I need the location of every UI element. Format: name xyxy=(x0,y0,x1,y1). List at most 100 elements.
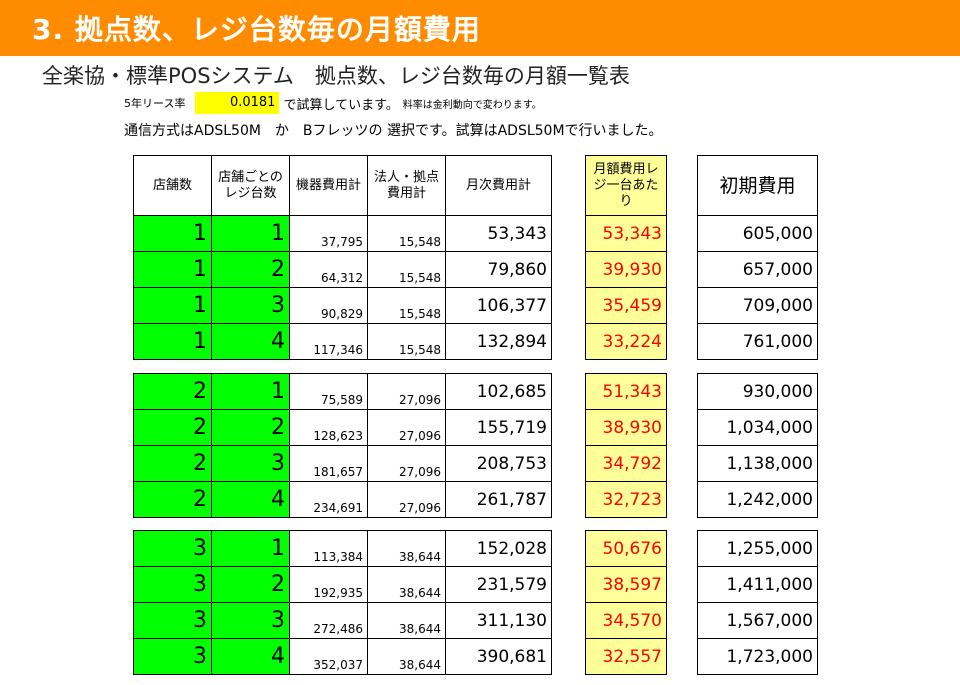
initial-cost-header: 初期費用 xyxy=(697,155,818,216)
slide-title: 3. 拠点数、レジ台数毎の月額費用 xyxy=(32,13,481,46)
initial-cost-cell: 1,723,000 xyxy=(697,638,818,675)
monthly-cell: 155,719 xyxy=(445,409,552,446)
group-3-table: 3 1 113,384 38,644 152,028 3 2 192,935 3… xyxy=(133,530,552,675)
monthly-cell: 208,753 xyxy=(445,445,552,482)
communication-note: 通信方式はADSL50M か Bフレッツの 選択です。試算はADSL50Mで行い… xyxy=(124,123,663,139)
equipment-cell: 272,486 xyxy=(289,602,368,639)
registers-cell: 4 xyxy=(211,481,290,518)
header-registers: 店舗ごとのレジ台数 xyxy=(211,155,290,216)
per-register-cell: 50,676 xyxy=(585,530,667,567)
group-3-per-register: 50,676 38,597 34,570 32,557 xyxy=(585,530,667,675)
main-table-header: 店舗数 店舗ごとのレジ台数 機器費用計 法人・拠点費用計 月次費用計 xyxy=(133,155,552,216)
table-row: 2 4 234,691 27,096 261,787 xyxy=(133,481,552,518)
stores-cell: 3 xyxy=(133,566,212,603)
equipment-cell: 113,384 xyxy=(289,530,368,567)
initial-cost-cell: 657,000 xyxy=(697,251,818,288)
table-row: 3 1 113,384 38,644 152,028 xyxy=(133,530,552,567)
table-row: 1 3 90,829 15,548 106,377 xyxy=(133,287,552,324)
group-1-table: 1 1 37,795 15,548 53,343 1 2 64,312 15,5… xyxy=(133,215,552,360)
stores-cell: 1 xyxy=(133,251,212,288)
monthly-cell: 79,860 xyxy=(445,251,552,288)
initial-cost-cell: 1,567,000 xyxy=(697,602,818,639)
stores-cell: 1 xyxy=(133,215,212,252)
initial-cost-cell: 761,000 xyxy=(697,323,818,360)
corporate-cell: 27,096 xyxy=(367,373,446,410)
corporate-cell: 27,096 xyxy=(367,409,446,446)
stores-cell: 1 xyxy=(133,287,212,324)
corporate-cell: 38,644 xyxy=(367,566,446,603)
header-per-register: 月額費用レジ一台あたり xyxy=(585,155,667,216)
per-register-cell: 34,792 xyxy=(585,445,667,482)
lease-rate-value: 0.0181 xyxy=(195,92,280,114)
registers-cell: 3 xyxy=(211,602,290,639)
group-3-initial: 1,255,000 1,411,000 1,567,000 1,723,000 xyxy=(697,530,818,675)
table-row: 1 4 117,346 15,548 132,894 xyxy=(133,323,552,360)
header-equipment: 機器費用計 xyxy=(289,155,368,216)
registers-cell: 3 xyxy=(211,445,290,482)
group-2-initial: 930,000 1,034,000 1,138,000 1,242,000 xyxy=(697,373,818,518)
corporate-cell: 15,548 xyxy=(367,215,446,252)
header-stores: 店舗数 xyxy=(133,155,212,216)
stores-cell: 2 xyxy=(133,409,212,446)
per-register-cell: 33,224 xyxy=(585,323,667,360)
registers-cell: 2 xyxy=(211,566,290,603)
registers-cell: 2 xyxy=(211,409,290,446)
lease-rate-note: 料率は金利動向で変わります。 xyxy=(402,99,542,111)
per-register-cell: 34,570 xyxy=(585,602,667,639)
equipment-cell: 90,829 xyxy=(289,287,368,324)
corporate-cell: 15,548 xyxy=(367,287,446,324)
table-row: 1 2 64,312 15,548 79,860 xyxy=(133,251,552,288)
monthly-cell: 231,579 xyxy=(445,566,552,603)
equipment-cell: 352,037 xyxy=(289,638,368,675)
registers-cell: 1 xyxy=(211,215,290,252)
corporate-cell: 38,644 xyxy=(367,602,446,639)
registers-cell: 1 xyxy=(211,373,290,410)
initial-cost-cell: 605,000 xyxy=(697,215,818,252)
stores-cell: 1 xyxy=(133,323,212,360)
monthly-cell: 102,685 xyxy=(445,373,552,410)
table-row: 2 2 128,623 27,096 155,719 xyxy=(133,409,552,446)
per-register-cell: 38,597 xyxy=(585,566,667,603)
equipment-cell: 117,346 xyxy=(289,323,368,360)
title-banner: 3. 拠点数、レジ台数毎の月額費用 xyxy=(0,0,960,56)
initial-cost-cell: 1,138,000 xyxy=(697,445,818,482)
registers-cell: 3 xyxy=(211,287,290,324)
stores-cell: 3 xyxy=(133,602,212,639)
equipment-cell: 192,935 xyxy=(289,566,368,603)
corporate-cell: 27,096 xyxy=(367,481,446,518)
corporate-cell: 38,644 xyxy=(367,530,446,567)
per-register-cell: 53,343 xyxy=(585,215,667,252)
registers-cell: 4 xyxy=(211,638,290,675)
per-register-cell: 51,343 xyxy=(585,373,667,410)
stores-cell: 2 xyxy=(133,373,212,410)
group-2-table: 2 1 75,589 27,096 102,685 2 2 128,623 27… xyxy=(133,373,552,518)
equipment-cell: 37,795 xyxy=(289,215,368,252)
equipment-cell: 64,312 xyxy=(289,251,368,288)
table-row: 2 3 181,657 27,096 208,753 xyxy=(133,445,552,482)
monthly-cell: 53,343 xyxy=(445,215,552,252)
table-row: 3 3 272,486 38,644 311,130 xyxy=(133,602,552,639)
initial-cost-cell: 1,411,000 xyxy=(697,566,818,603)
header-initial: 初期費用 xyxy=(697,155,818,216)
group-1-per-register: 53,343 39,930 35,459 33,224 xyxy=(585,215,667,360)
registers-cell: 1 xyxy=(211,530,290,567)
initial-cost-cell: 1,034,000 xyxy=(697,409,818,446)
table-row: 1 1 37,795 15,548 53,343 xyxy=(133,215,552,252)
monthly-cell: 261,787 xyxy=(445,481,552,518)
equipment-cell: 75,589 xyxy=(289,373,368,410)
stores-cell: 2 xyxy=(133,445,212,482)
table-row: 3 2 192,935 38,644 231,579 xyxy=(133,566,552,603)
stores-cell: 3 xyxy=(133,530,212,567)
monthly-cell: 390,681 xyxy=(445,638,552,675)
equipment-cell: 181,657 xyxy=(289,445,368,482)
equipment-cell: 234,691 xyxy=(289,481,368,518)
header-corporate: 法人・拠点費用計 xyxy=(367,155,446,216)
corporate-cell: 38,644 xyxy=(367,638,446,675)
registers-cell: 4 xyxy=(211,323,290,360)
group-1-initial: 605,000 657,000 709,000 761,000 xyxy=(697,215,818,360)
per-register-cell: 35,459 xyxy=(585,287,667,324)
corporate-cell: 15,548 xyxy=(367,323,446,360)
monthly-cell: 106,377 xyxy=(445,287,552,324)
monthly-cell: 132,894 xyxy=(445,323,552,360)
stores-cell: 3 xyxy=(133,638,212,675)
